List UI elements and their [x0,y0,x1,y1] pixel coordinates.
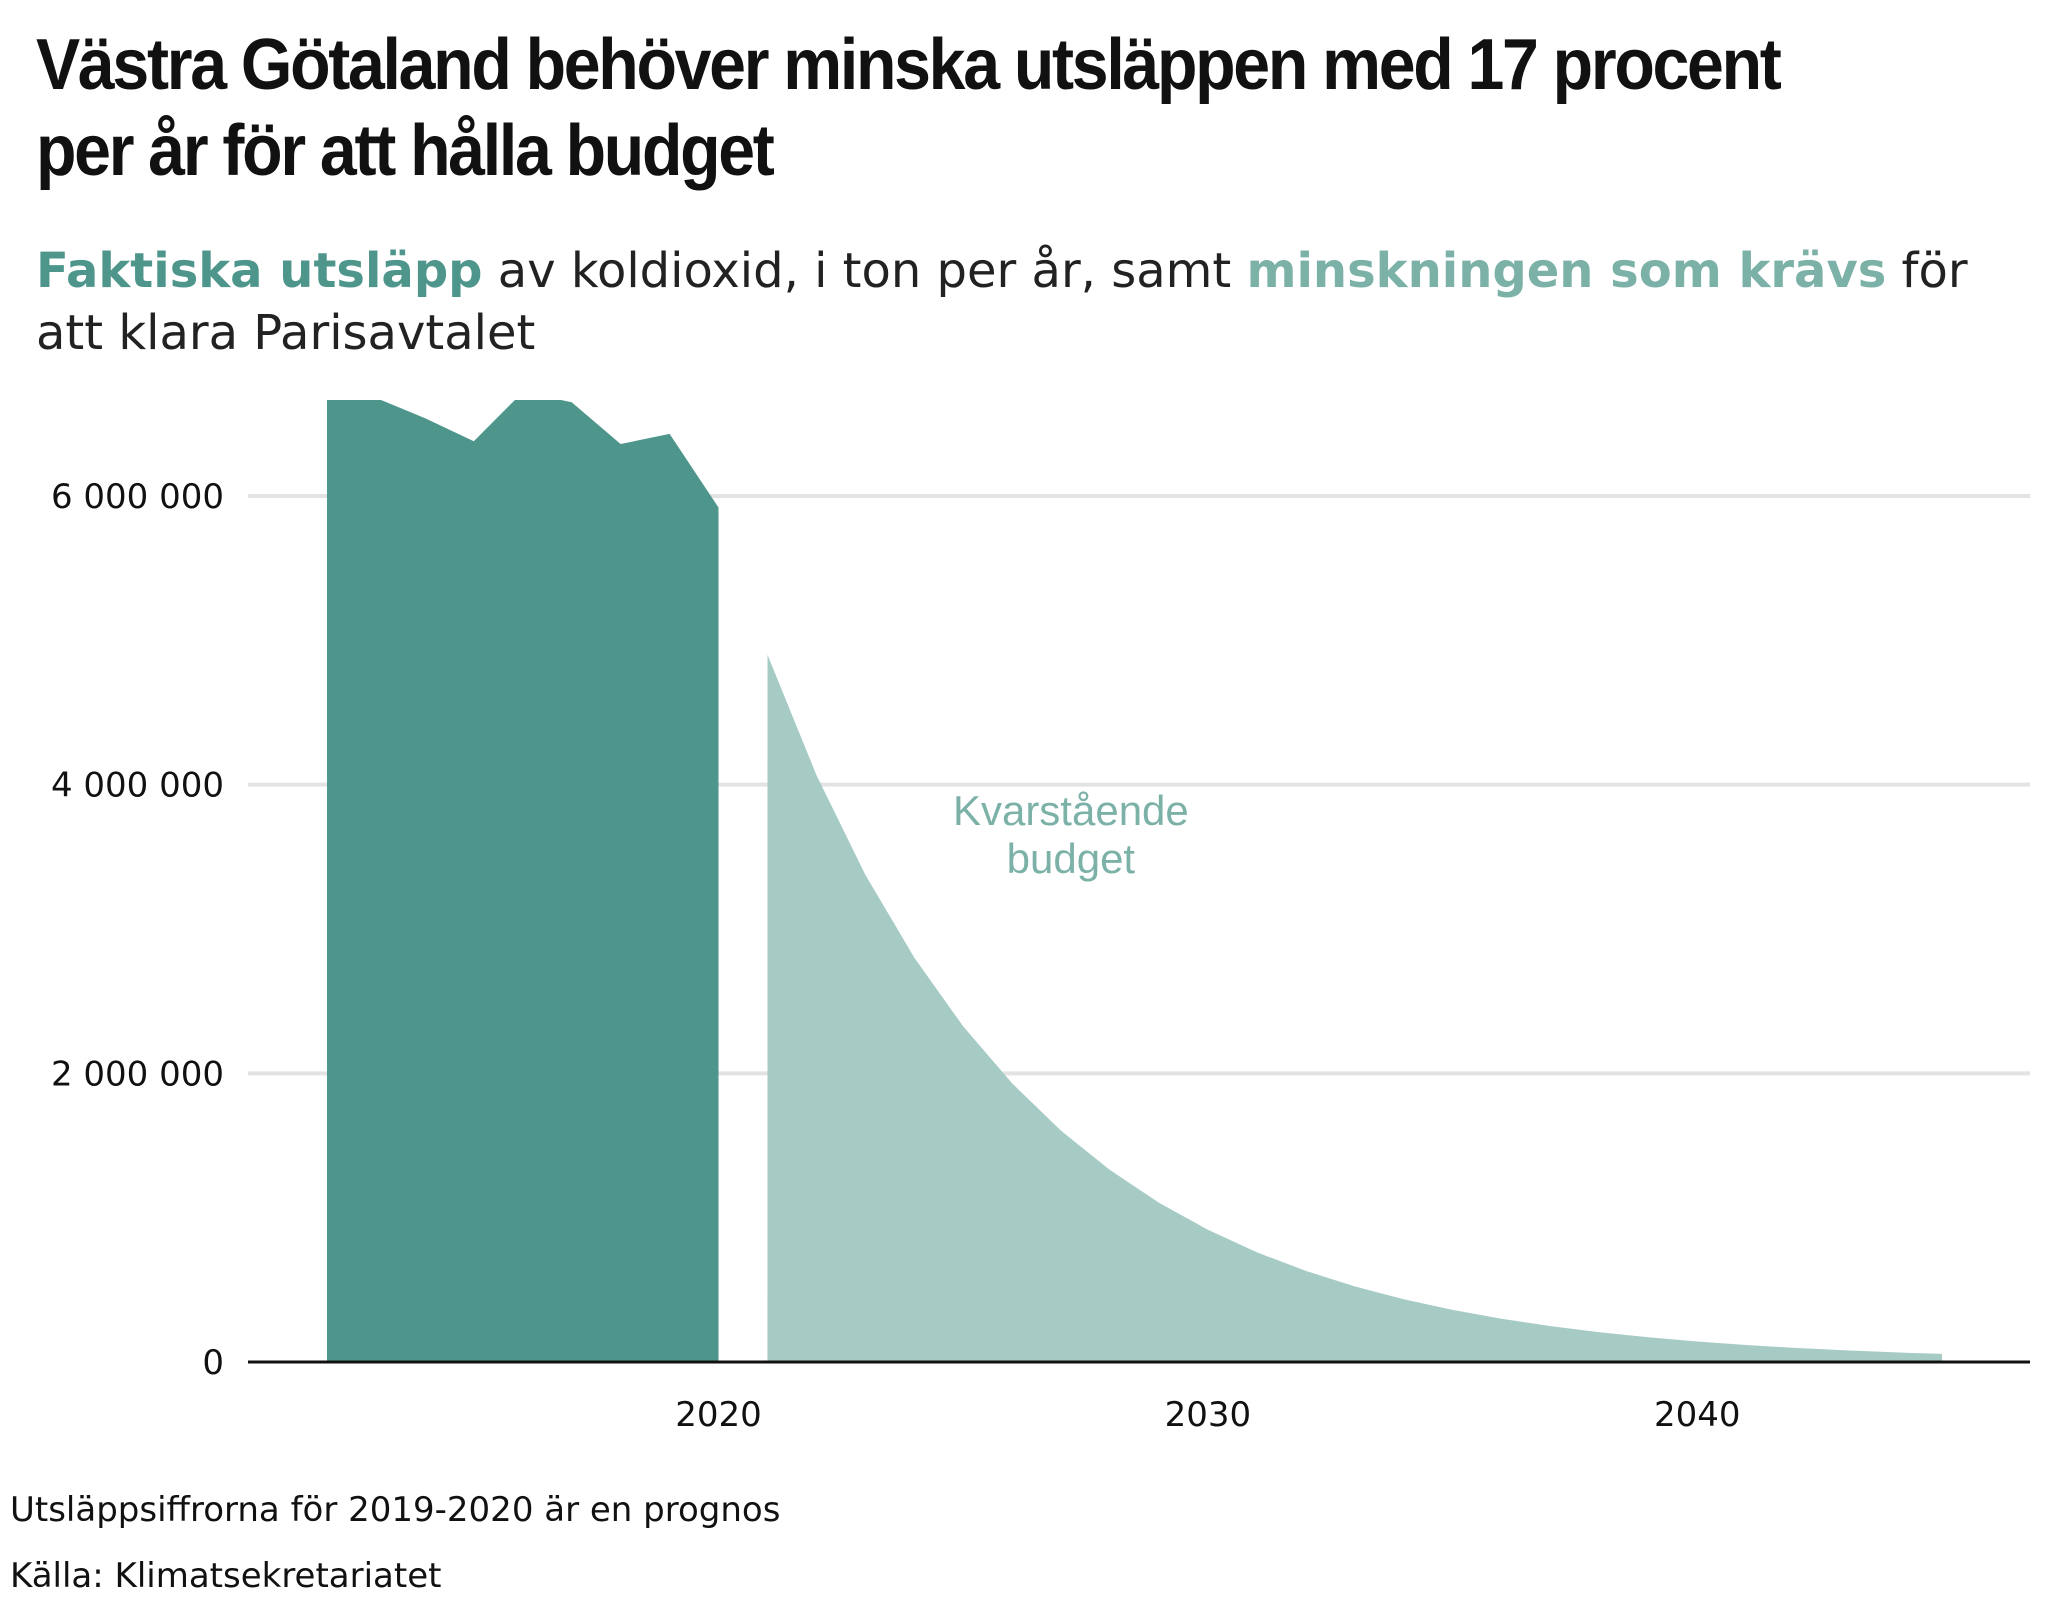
x-tick-label: 2040 [1654,1395,1741,1435]
x-tick-label: 2030 [1165,1395,1252,1435]
chart-subtitle: Faktiska utsläpp av koldioxid, i ton per… [36,240,2026,364]
source-footnote: Källa: Klimatsekretariatet [10,1556,442,1596]
x-tick-label: 2020 [675,1395,762,1435]
subtitle-text-2: för att klara Parisavtalet [36,243,1968,361]
subtitle-text-1: av koldioxid, i ton per år, samt [482,243,1247,299]
annotation-remaining-budget-line2: budget [1007,835,1136,882]
y-tick-label: 0 [202,1343,224,1383]
prognosis-footnote: Utsläppsiffrorna för 2019-2020 är en pro… [10,1490,781,1530]
y-tick-label: 4 000 000 [51,766,224,806]
required-reduction-area [767,654,1942,1362]
subtitle-required-reduction: minskningen som krävs [1246,243,1887,299]
y-tick-label: 6 000 000 [51,477,224,517]
annotation-remaining-budget-line1: Kvarstående [953,787,1189,834]
emissions-chart: 0 2 000 000 4 000 000 6 000 000 2020 2030 2040… [51,400,2030,1435]
area-series [327,400,1942,1362]
labels: 0 2 000 000 4 000 000 6 000 000 2020 2030 2040… [51,477,1741,1435]
chart-title: Västra Götaland behöver minska utsläppen… [36,25,1782,191]
subtitle-actual-emissions: Faktiska utsläpp [36,243,483,299]
actual-emissions-area [327,400,719,1362]
y-tick-label: 2 000 000 [51,1054,224,1094]
